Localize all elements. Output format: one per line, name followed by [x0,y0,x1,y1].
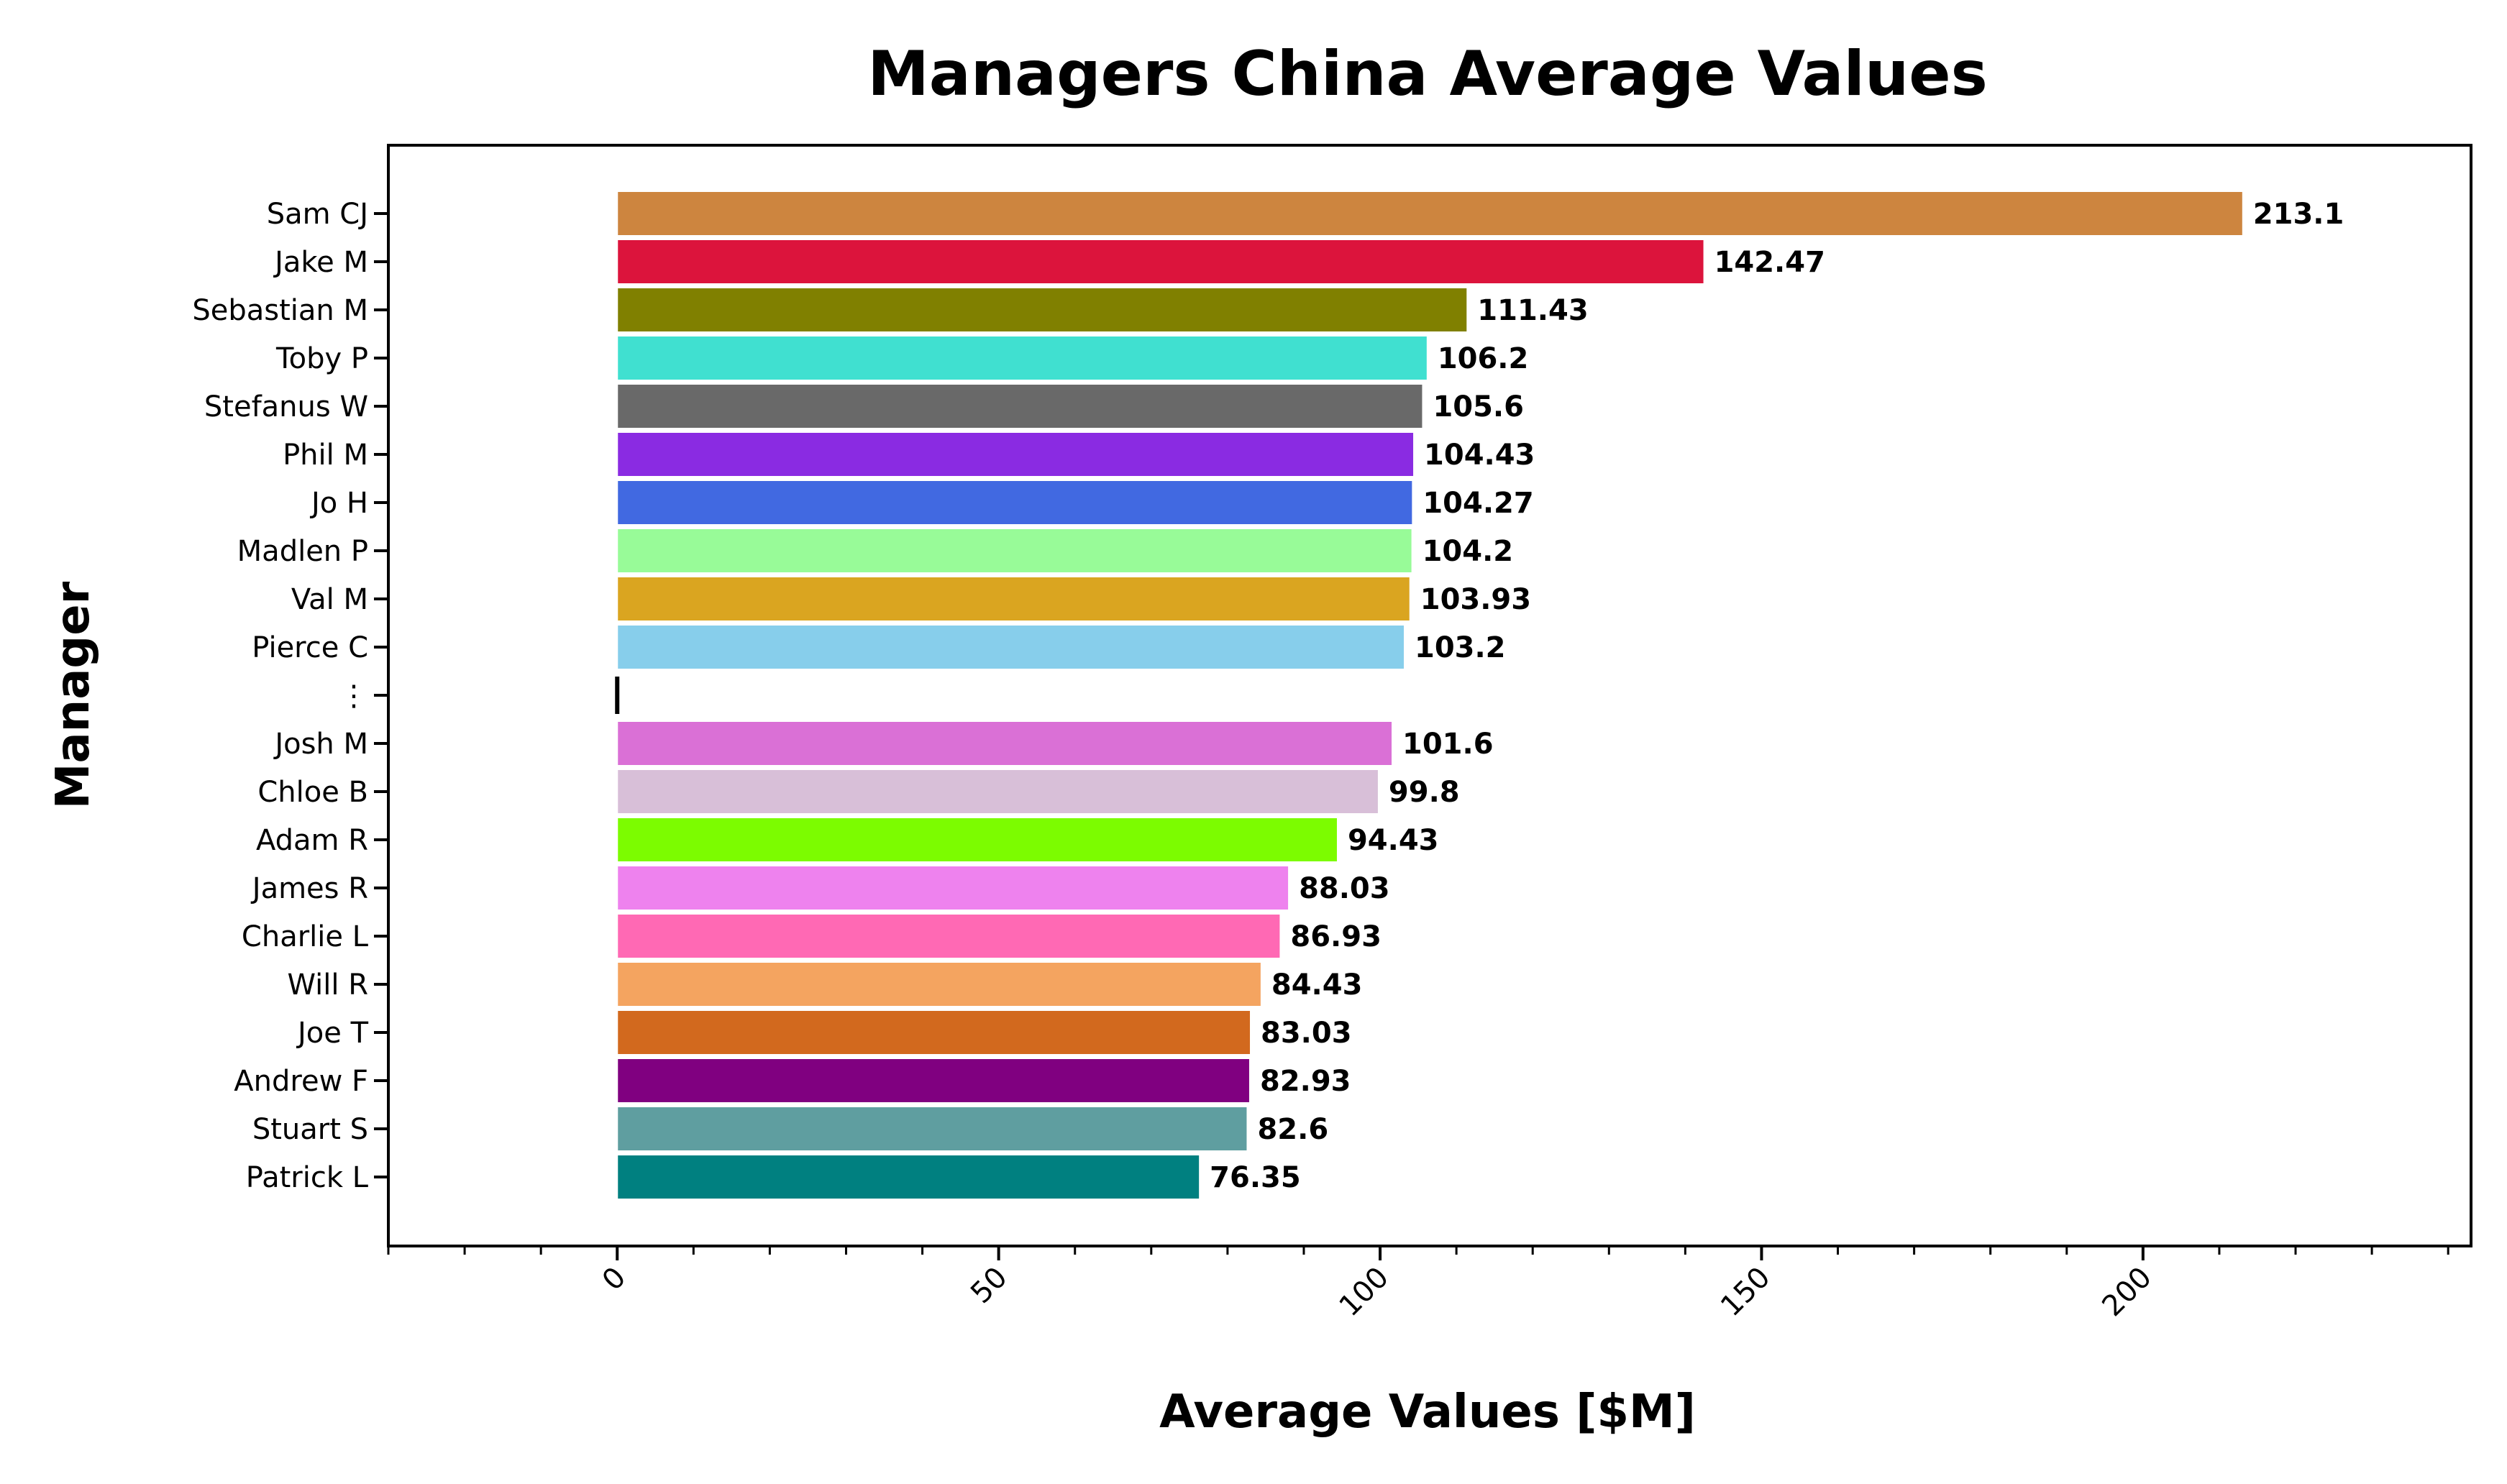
y-tick-label: Stuart S [252,1113,368,1146]
bar [616,431,1415,477]
y-tick-label: Chloe B [257,776,368,809]
y-tick-label: Phil M [283,439,368,472]
data-label: 82.93 [1260,1065,1351,1098]
data-label: 104.2 [1423,535,1514,568]
x-tick-label: 150 [1714,1261,1777,1324]
bar [616,1058,1251,1104]
y-tick-label: Jake M [273,246,368,279]
bar [616,769,1379,815]
y-axis: Sam CJ Jake M Sebastian M Toby P Stefanus W P… [192,198,388,1194]
bar [616,865,1290,911]
bar [616,817,1338,863]
bar [616,576,1411,622]
data-label: 83.03 [1261,1017,1352,1050]
y-tick-label: Madlen P [237,535,368,568]
data-label: 101.6 [1402,728,1494,761]
x-tick-label: 200 [2096,1261,2158,1324]
y-tick-label: Josh M [273,728,368,761]
y-tick-label: Sam CJ [267,198,368,231]
gap-marker [615,677,620,714]
data-label: 82.6 [1257,1113,1328,1146]
y-tick-label: Val M [291,583,368,616]
bar [616,961,1262,1007]
data-label: 86.93 [1290,920,1382,953]
data-label: 111.43 [1477,294,1588,327]
data-label: 105.6 [1433,390,1524,423]
data-label: 106.2 [1438,342,1529,375]
data-label: 104.27 [1423,487,1533,520]
bar [616,1154,1201,1200]
y-tick-label: Patrick L [246,1161,369,1194]
y-tick-label: Stefanus W [204,390,368,423]
x-axis: 0 50 100 150 200 [387,1246,2449,1324]
y-tick-label: Will R [287,968,368,1002]
data-label: 103.2 [1415,631,1506,664]
y-tick-label: Sebastian M [192,294,368,327]
bar [616,913,1282,959]
bar [616,383,1424,429]
data-label: 88.03 [1299,872,1390,905]
data-label: 103.93 [1420,583,1531,616]
x-tick-label: 100 [1333,1261,1396,1324]
data-label: 84.43 [1271,968,1363,1002]
data-label: 104.43 [1424,439,1535,472]
data-labels-group: 213.1 142.47 111.43 106.2 105.6 104.43 104.27 1… [1210,198,2344,1194]
y-tick-label: Charlie L [242,920,369,953]
y-tick-label: Pierce C [252,631,368,664]
bar [616,720,1394,766]
bar [616,191,2244,237]
y-axis-label: Manager [47,581,100,809]
data-label: 99.8 [1389,776,1460,809]
y-tick-label: Adam R [256,824,368,857]
y-tick-label: Andrew F [234,1065,368,1098]
bars-group [615,191,2244,1200]
chart-title: Managers China Average Values [867,38,1988,110]
y-tick-label: ⋮ [339,679,368,713]
x-axis-label: Average Values [$M] [1159,1385,1696,1439]
x-tick-label: 50 [964,1261,1014,1311]
y-tick-label: Joe T [296,1017,369,1050]
bar [616,335,1428,381]
x-tick-label: 0 [596,1261,633,1298]
bar [616,624,1405,670]
data-label: 142.47 [1714,246,1825,279]
data-label: 76.35 [1210,1161,1301,1194]
y-tick-label: Jo H [309,487,368,520]
data-label: 213.1 [2253,198,2344,231]
bar [616,528,1413,574]
bar [616,287,1469,333]
bar [616,480,1414,526]
y-tick-label: Toby P [275,342,368,375]
y-tick-label: James R [250,872,368,905]
data-label: 94.43 [1348,824,1439,857]
bar [616,1009,1252,1055]
bar [616,239,1705,285]
bar [616,1106,1248,1152]
